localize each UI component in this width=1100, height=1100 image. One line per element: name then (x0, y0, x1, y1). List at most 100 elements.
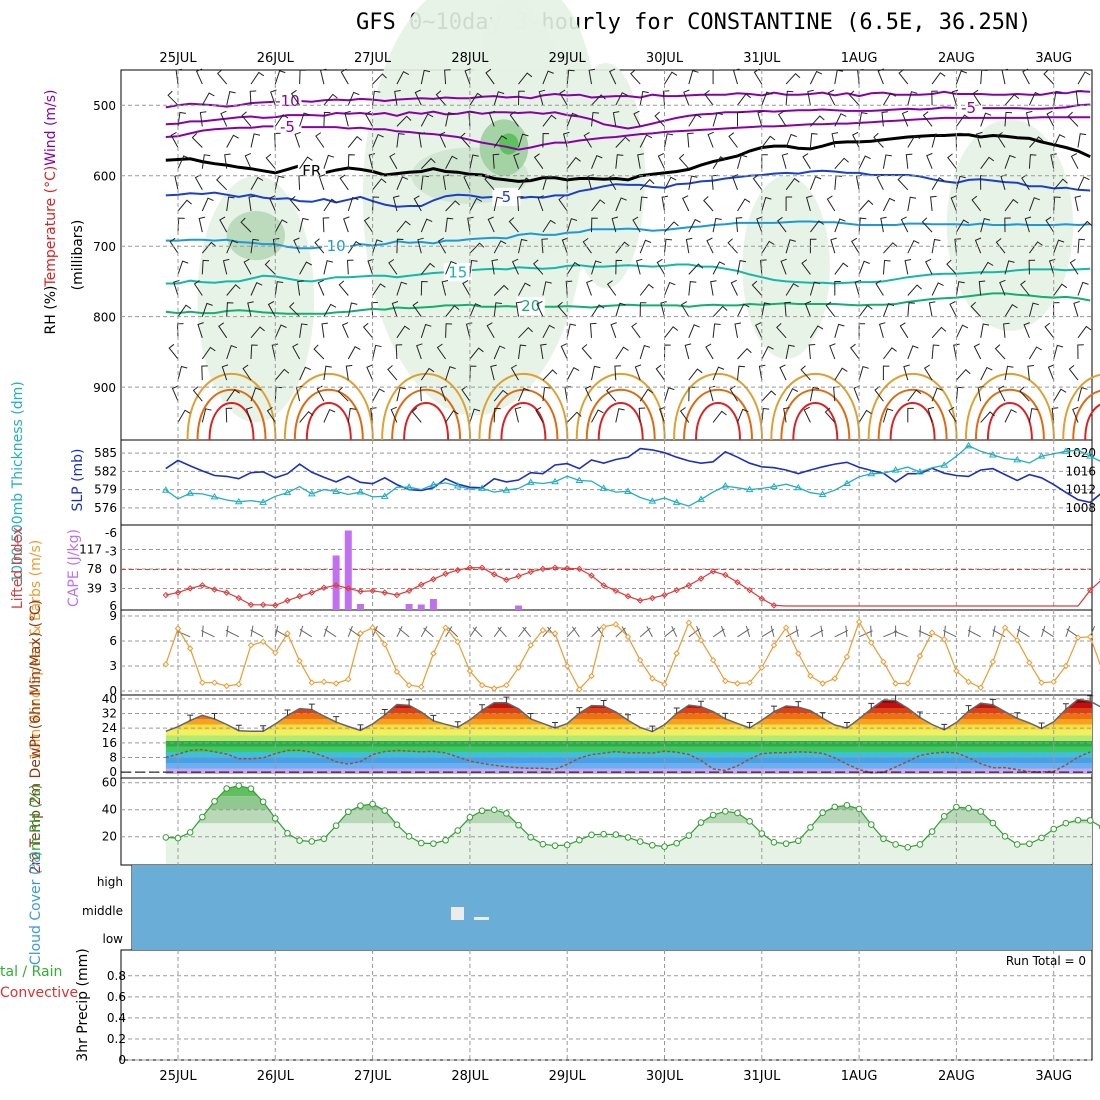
rh-marker (357, 802, 364, 809)
surface-wind-barb (696, 625, 702, 638)
wind-barb (566, 323, 577, 338)
wind-barb (270, 89, 277, 106)
wind-barb (518, 177, 532, 191)
wind-speed-marker (491, 685, 498, 692)
bottom-date-label: 30JUL (646, 1069, 684, 1084)
wind-speed-marker (478, 681, 486, 689)
wind-barb (882, 408, 894, 423)
wind-barb (755, 322, 763, 339)
wind-barb (975, 131, 983, 148)
isotherm-diurnal (673, 373, 764, 441)
wind-barb (591, 94, 606, 106)
wind-barb (761, 240, 775, 254)
wind-speed-marker (1038, 679, 1045, 686)
isotherm-label-bg (516, 297, 545, 316)
surface-wind-barb (1066, 628, 1079, 638)
wind-barb (444, 69, 451, 85)
wind-barb (542, 114, 557, 127)
lifted-index-marker (636, 597, 644, 604)
wind-barb (680, 301, 690, 317)
isotherm-label-bg (273, 118, 302, 137)
minmax-bar (1038, 722, 1045, 729)
wind-barb (778, 110, 787, 127)
wind-barb (615, 346, 629, 360)
lifted-index-marker (381, 589, 388, 596)
wind-barb (688, 218, 701, 233)
temp-tick-label: 24 (102, 721, 117, 735)
wind-speed-marker (649, 675, 656, 682)
wind-barb (226, 284, 241, 296)
wind-barb (757, 110, 764, 127)
rh-marker (977, 808, 985, 815)
wind-barb (487, 216, 495, 233)
minmax-bar (1062, 703, 1069, 710)
wind-barb (566, 218, 578, 233)
wind-barb (907, 196, 917, 212)
wind-barb (542, 369, 558, 381)
wind-barb (518, 387, 530, 402)
wind-barb (682, 195, 690, 212)
wind-barb (484, 174, 495, 191)
rh2m-axis-label: 2m RH (%) (28, 784, 44, 860)
wind-barb (274, 281, 284, 296)
wind-barb (980, 69, 988, 85)
wind-barb (290, 89, 301, 106)
wind-barb (201, 154, 211, 169)
lifted-index-marker (612, 587, 620, 594)
wind-barb (390, 406, 398, 423)
temp-band (165, 719, 1092, 725)
rh-marker (393, 821, 401, 829)
wind-barb (761, 196, 772, 212)
wind-barb (731, 174, 739, 190)
wind-barb (858, 155, 871, 169)
thickness-marker (332, 487, 340, 494)
wind-axis-label: 10m Wind Speed & Barbs (m/s) (28, 540, 44, 760)
wind-barb (615, 136, 631, 148)
wind-barb (1022, 68, 1030, 85)
wind-barb (518, 133, 529, 148)
wind-barb (395, 344, 403, 360)
wind-barb (857, 69, 864, 85)
surface-wind-barb (398, 627, 410, 638)
wind-barb (664, 281, 676, 296)
isotherm-diurnal (186, 373, 277, 441)
wind-barb (250, 176, 264, 191)
wind-barb (639, 283, 654, 296)
wind-speed-marker (612, 621, 620, 628)
slp-line (165, 447, 1100, 504)
wind-barb (343, 216, 350, 233)
wind-barb (999, 279, 1006, 296)
wind-barb (533, 153, 544, 169)
surface-wind-barb (1041, 625, 1046, 637)
rh-marker (819, 809, 826, 816)
rh-tick-label: 40 (102, 803, 117, 817)
wind-barb (712, 261, 726, 275)
li-tick-label: 0 (109, 563, 117, 577)
thickness-marker (964, 441, 973, 449)
thickness-marker (478, 484, 486, 491)
wind-speed-marker (673, 650, 680, 657)
wind-tick-label: 3 (109, 659, 117, 673)
wind-barb (493, 345, 506, 360)
wind-barb (1045, 216, 1055, 233)
rh-marker (296, 837, 303, 844)
rh-marker (636, 838, 644, 845)
run-total-label: Run Total = 0 (1006, 954, 1086, 968)
wind-barb (445, 410, 459, 423)
rh-marker (843, 801, 851, 809)
wind-speed-marker (624, 633, 632, 641)
lifted-index-marker (454, 566, 461, 574)
bottom-date-label: 31JUL (743, 1069, 781, 1084)
wind-barb (218, 322, 228, 339)
rh-marker (332, 822, 340, 829)
wind-barb (469, 242, 485, 254)
temp-line (165, 698, 1100, 733)
wind-barb (420, 69, 431, 85)
wind-speed-marker (953, 667, 960, 675)
isotherm-diurnal (478, 373, 569, 441)
wind-barb (785, 90, 794, 106)
rh-marker (588, 831, 595, 839)
wind-speed-marker (722, 677, 729, 685)
wind-barb (339, 174, 349, 191)
surface-wind-barb (761, 629, 775, 638)
